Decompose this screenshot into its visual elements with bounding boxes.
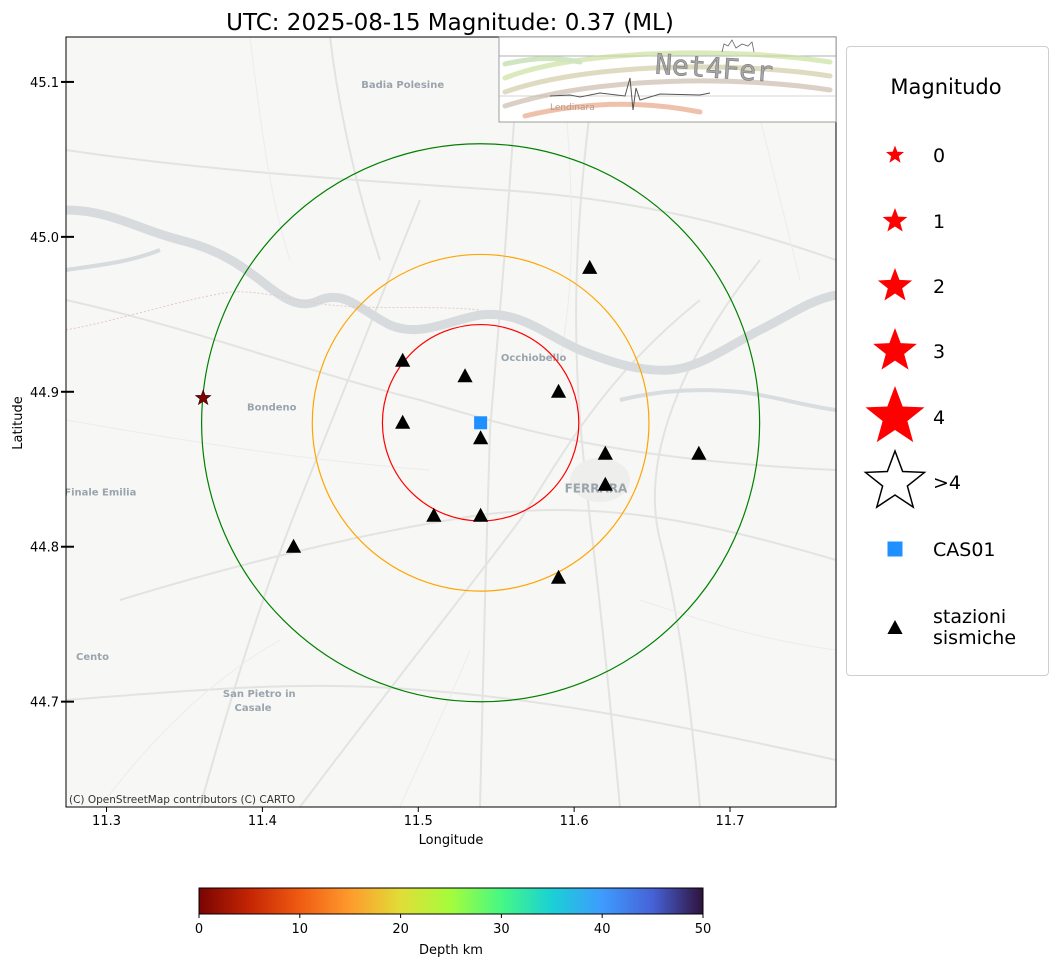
map-attribution: (C) OpenStreetMap contributors (C) CARTO — [69, 794, 295, 806]
river-po — [66, 205, 836, 375]
x-tick-label: 11.6 — [560, 814, 589, 829]
x-axis-label: Longitude — [419, 833, 484, 848]
station-marker[interactable] — [582, 259, 598, 274]
colorbar-tick-label: 40 — [594, 922, 611, 937]
place-label: Cento — [76, 652, 109, 663]
distance-circle-2 — [311, 253, 650, 592]
station-marker[interactable] — [395, 414, 411, 429]
river-tributary — [66, 248, 161, 272]
place-label: Occhiobello — [501, 353, 567, 364]
logo-subtext: Lendinara — [550, 103, 595, 113]
y-tick-label: 44.8 — [30, 541, 59, 556]
station-marker[interactable] — [691, 445, 707, 460]
x-tick-label: 11.5 — [404, 814, 433, 829]
station-marker[interactable] — [550, 383, 567, 398]
station-marker[interactable] — [285, 538, 302, 553]
station-marker[interactable] — [426, 507, 442, 522]
station-marker[interactable] — [457, 368, 473, 383]
station-marker[interactable] — [597, 445, 613, 460]
station-marker[interactable] — [395, 352, 411, 367]
event-epicenter-star[interactable] — [194, 389, 212, 406]
regional-border — [66, 291, 481, 331]
reference-station-marker[interactable] — [474, 416, 488, 430]
map-frame — [65, 36, 837, 808]
colorbar-ticks: 0 10 20 30 40 50 — [195, 914, 711, 937]
x-tick-label: 11.4 — [248, 814, 277, 829]
seismic-stations — [285, 259, 707, 584]
depth-colorbar: 0 10 20 30 40 50 Depth km — [195, 887, 711, 958]
y-tick-label: 44.9 — [30, 386, 59, 401]
place-label: Bondeno — [247, 402, 297, 413]
place-label: FERRARA — [565, 481, 628, 495]
place-label: Badia Polesine — [361, 80, 444, 91]
place-label: Casale — [235, 703, 272, 714]
river-east — [619, 388, 836, 412]
station-marker[interactable] — [473, 430, 489, 445]
net4fer-logo: Net4Fer Lendinara — [498, 36, 837, 123]
station-marker[interactable] — [597, 476, 613, 491]
x-axis-ticks: 11.3 11.4 11.5 11.6 11.7 — [92, 807, 744, 829]
map-panel[interactable]: Badia Polesine Occhiobello Bondeno Finale E… — [64, 37, 836, 807]
station-marker[interactable] — [473, 507, 489, 522]
place-label: San Pietro in — [223, 689, 296, 700]
colorbar-tick-label: 30 — [493, 922, 510, 937]
y-tick-label: 45.1 — [30, 76, 59, 91]
y-tick-label: 45.0 — [30, 231, 59, 246]
colorbar-tick-label: 50 — [695, 922, 712, 937]
colorbar-tick-label: 10 — [292, 922, 309, 937]
y-axis-ticks: 44.7 44.8 44.9 45.0 45.1 — [30, 76, 74, 711]
legend — [846, 46, 1049, 676]
x-tick-label: 11.3 — [92, 814, 121, 829]
place-label: Finale Emilia — [64, 488, 136, 499]
colorbar-tick-label: 20 — [392, 922, 409, 937]
x-tick-label: 11.7 — [716, 814, 745, 829]
chart-title: UTC: 2025-08-15 Magnitude: 0.37 (ML) — [226, 10, 674, 36]
road-network — [66, 37, 836, 807]
station-marker[interactable] — [550, 569, 567, 584]
y-tick-label: 44.7 — [30, 696, 59, 711]
place-labels: Badia Polesine Occhiobello Bondeno Finale E… — [64, 80, 628, 714]
distance-circle-3 — [201, 143, 761, 703]
colorbar-gradient — [198, 887, 704, 915]
colorbar-label: Depth km — [419, 943, 483, 958]
y-axis-label: Latitude — [11, 396, 26, 450]
ferrara-urban-area — [570, 458, 630, 502]
colorbar-tick-label: 0 — [195, 922, 203, 937]
